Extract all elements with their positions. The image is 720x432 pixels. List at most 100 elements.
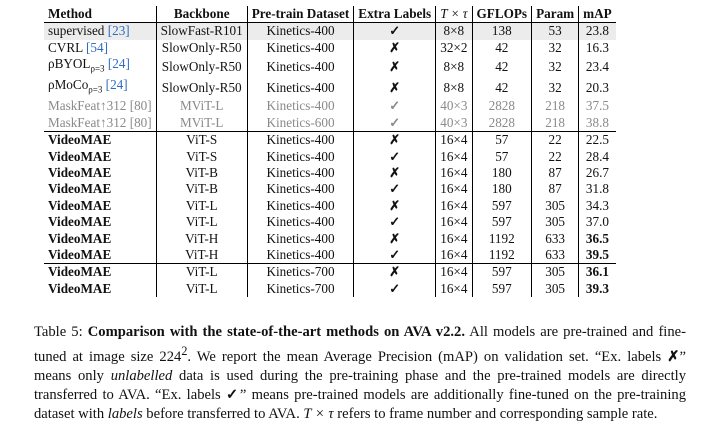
cell-param: 305 <box>531 263 580 281</box>
table-row: VideoMAE ViT-B Kinetics-400 ✓ 16×4 180 87 31.8 <box>44 181 616 198</box>
cell-t-tau: 16×4 <box>435 214 473 231</box>
cross-mark-icon: ✗ <box>353 131 437 149</box>
cell-gflops: 1192 <box>472 246 533 264</box>
cell-dataset: Kinetics-400 <box>247 197 355 215</box>
cell-t-tau: 40×3 <box>435 98 473 115</box>
cell-t-tau: 16×4 <box>435 164 473 182</box>
caption-text: ” means pre-trained models are additiona… <box>34 386 687 422</box>
cell-dataset: Kinetics-400 <box>247 164 355 182</box>
cell-param: 87 <box>531 164 580 182</box>
cell-gflops: 42 <box>472 56 533 78</box>
caption-math: T × τ <box>303 405 334 422</box>
table-row: CVRL [54] SlowOnly-R50 Kinetics-400 ✗ 32×2 42… <box>44 39 616 57</box>
check-mark-icon: ✓ <box>353 98 437 115</box>
citation-link[interactable]: [23] <box>107 23 130 39</box>
method-name: VideoMAE <box>48 148 112 164</box>
header-map: mAP <box>578 6 616 24</box>
cell-method: VideoMAE <box>44 131 157 149</box>
header-t-tau: T × τ <box>435 6 473 24</box>
table-row: MaskFeat↑312 [80] MViT-L Kinetics-600 ✓ 40×3… <box>44 114 616 132</box>
cell-dataset: Kinetics-400 <box>247 230 355 247</box>
cell-method: MaskFeat↑312 [80] <box>44 114 157 132</box>
cell-method: CVRL [54] <box>44 39 157 57</box>
cell-method: MaskFeat↑312 [80] <box>44 98 157 115</box>
cell-method: VideoMAE <box>44 230 157 247</box>
cross-mark-icon: ✗ <box>353 39 437 57</box>
check-mark-icon: ✓ <box>353 22 437 40</box>
header-method: Method <box>44 6 157 24</box>
cell-dataset: Kinetics-400 <box>247 181 355 198</box>
cell-map: 37.0 <box>585 214 609 230</box>
header-param: Param <box>531 6 580 24</box>
cell-method: VideoMAE <box>44 197 157 215</box>
header-pretrain-dataset: Pre-train Dataset <box>247 6 355 24</box>
cross-mark-icon: ✗ <box>353 197 437 215</box>
caption-label: Table 5: <box>34 324 88 340</box>
method-name: MaskFeat↑312 <box>48 98 127 114</box>
cell-method: VideoMAE <box>44 164 157 182</box>
table-row: MaskFeat↑312 [80] MViT-L Kinetics-400 ✓ 40×3… <box>44 98 616 115</box>
cross-mark-icon: ✗ <box>353 164 437 182</box>
cell-param: 32 <box>531 77 580 99</box>
cell-dataset: Kinetics-700 <box>247 280 355 298</box>
cell-map: 28.4 <box>585 148 609 164</box>
cell-t-tau: 8×8 <box>435 22 473 40</box>
cell-method: VideoMAE <box>44 148 157 165</box>
table-row: VideoMAE ViT-L Kinetics-400 ✗ 16×4 597 305 34.3 <box>44 197 616 215</box>
cell-t-tau: 8×8 <box>435 56 473 78</box>
cell-map: 23.8 <box>578 22 616 40</box>
table-row: supervised [23] SlowFast-R101 Kinetics-400… <box>44 22 616 40</box>
cell-t-tau: 16×4 <box>435 230 473 247</box>
table-row: VideoMAE ViT-H Kinetics-400 ✗ 16×4 1192 633 36.… <box>44 230 616 247</box>
caption-text: before transferred to AVA. <box>142 405 304 422</box>
cell-map: 34.3 <box>585 197 609 213</box>
table-row: VideoMAE ViT-B Kinetics-400 ✗ 16×4 180 87 26.7 <box>44 164 616 182</box>
cell-param: 32 <box>531 56 580 78</box>
citation-link[interactable]: [24] <box>105 77 128 93</box>
cell-map: 31.8 <box>585 181 609 197</box>
cell-backbone: MViT-L <box>156 114 248 132</box>
cell-map: 20.3 <box>585 79 609 95</box>
method-name: VideoMAE <box>48 264 112 280</box>
check-mark-icon: ✓ <box>353 181 437 198</box>
cell-param: 218 <box>531 98 580 115</box>
citation-link[interactable]: [24] <box>107 56 130 72</box>
cell-t-tau: 40×3 <box>435 114 473 132</box>
cell-dataset: Kinetics-400 <box>247 131 355 149</box>
cell-t-tau: 16×4 <box>435 148 473 165</box>
cell-backbone: ViT-H <box>156 246 248 264</box>
cell-method: ρBYOLρ=3 [24] <box>44 56 157 78</box>
cell-map: 37.5 <box>585 98 609 114</box>
table-row: VideoMAE ViT-L Kinetics-400 ✓ 16×4 597 305 37.0 <box>44 214 616 231</box>
cell-t-tau: 32×2 <box>435 39 473 57</box>
cell-param: 305 <box>531 197 580 215</box>
table-row: VideoMAE ViT-L Kinetics-700 ✗ 16×4 597 305 36.1 <box>44 263 616 281</box>
cell-backbone: ViT-S <box>156 131 248 149</box>
method-subscript: ρ=3 <box>88 84 103 95</box>
citation-link[interactable]: [54] <box>85 39 108 55</box>
check-mark-icon: ✓ <box>353 114 437 132</box>
cross-mark-icon: ✗ <box>353 230 437 247</box>
cell-gflops: 42 <box>472 39 533 57</box>
cell-gflops: 597 <box>472 280 533 298</box>
cell-backbone: ViT-B <box>156 164 248 182</box>
check-mark-icon: ✓ <box>225 386 240 403</box>
cell-dataset: Kinetics-600 <box>247 114 355 132</box>
citation-link[interactable]: [80] <box>129 114 152 130</box>
check-mark-icon: ✓ <box>353 148 437 165</box>
citation-link[interactable]: [80] <box>129 98 152 114</box>
cell-gflops: 597 <box>472 214 533 231</box>
header-extra-labels: Extra Labels <box>353 6 437 24</box>
method-name: VideoMAE <box>48 132 112 148</box>
cell-t-tau: 16×4 <box>435 197 473 215</box>
cell-map: 39.3 <box>585 280 609 296</box>
table-row: VideoMAE ViT-S Kinetics-400 ✗ 16×4 57 22 22.5 <box>44 131 616 149</box>
cell-dataset: Kinetics-400 <box>247 39 355 57</box>
method-name: VideoMAE <box>48 164 112 180</box>
cell-t-tau: 16×4 <box>435 263 473 281</box>
method-subscript: ρ=3 <box>90 63 105 74</box>
check-mark-icon: ✓ <box>353 280 437 298</box>
caption-text: All models are pre-trained and fine-tune… <box>34 324 686 365</box>
cell-param: 633 <box>531 230 580 247</box>
cell-t-tau: 16×4 <box>435 246 473 264</box>
